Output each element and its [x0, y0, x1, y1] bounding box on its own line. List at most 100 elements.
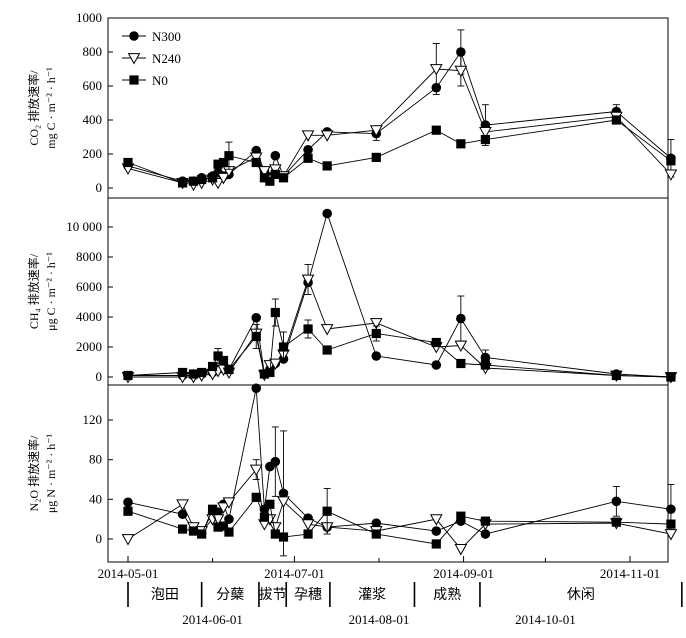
data-point	[188, 526, 199, 536]
data-point	[666, 519, 676, 529]
data-point	[218, 355, 229, 366]
data-point	[177, 524, 188, 534]
data-point	[218, 521, 229, 531]
data-point	[301, 130, 315, 142]
data-point	[251, 492, 261, 502]
data-point	[265, 176, 275, 186]
data-point	[258, 166, 271, 178]
x-tick-label: 2014-10-01	[515, 612, 576, 627]
data-point	[322, 506, 332, 516]
y-axis-label: mg C · m⁻² · h⁻¹	[44, 67, 58, 149]
data-point	[429, 514, 443, 526]
x-tick-label: 2014-11-01	[600, 566, 660, 581]
y-tick-label: 600	[83, 78, 103, 93]
data-point	[265, 499, 275, 509]
series-line	[127, 496, 671, 545]
stage-label: 休闲	[567, 587, 595, 603]
data-point	[456, 139, 466, 149]
legend: N300 N240 N0	[122, 29, 181, 88]
data-point	[480, 134, 491, 145]
data-point	[129, 75, 139, 85]
data-point	[123, 370, 133, 381]
data-point	[213, 522, 223, 532]
y-tick-label: 2000	[76, 339, 102, 354]
data-point	[480, 352, 491, 363]
data-point	[123, 506, 133, 516]
data-point	[303, 529, 313, 539]
legend-label: N240	[152, 51, 181, 66]
panel-frame	[107, 197, 669, 386]
data-point	[429, 64, 443, 76]
data-point	[456, 358, 466, 369]
data-point	[277, 496, 290, 508]
stage-label: 拔节	[259, 587, 287, 603]
y-tick-label: 0	[96, 369, 103, 384]
data-point	[369, 318, 383, 330]
data-point	[197, 529, 207, 539]
y-axis-label: CO₂ 排放速率/	[26, 70, 41, 146]
data-point	[371, 152, 381, 162]
y-tick-label: 0	[96, 531, 103, 546]
series-n240	[121, 264, 678, 384]
data-point	[480, 516, 491, 526]
data-point	[207, 173, 218, 183]
data-point	[322, 208, 332, 219]
data-point	[611, 115, 621, 125]
data-point	[270, 456, 281, 467]
data-point	[121, 534, 135, 546]
data-point	[259, 512, 270, 522]
data-point	[218, 157, 229, 168]
data-point	[177, 178, 188, 188]
data-point	[249, 464, 263, 477]
data-point	[188, 176, 199, 186]
series-n0	[123, 115, 676, 188]
data-point	[251, 383, 262, 394]
y-axis-label: μg N · m⁻² · h⁻¹	[44, 433, 58, 513]
data-point	[278, 173, 289, 183]
data-point	[666, 156, 676, 166]
panel-frame	[107, 384, 669, 563]
data-point	[666, 372, 676, 382]
data-point	[454, 65, 468, 78]
data-point	[664, 529, 678, 541]
data-point	[611, 496, 622, 507]
data-point	[270, 307, 280, 318]
data-point	[259, 369, 270, 379]
series-line	[127, 68, 672, 186]
data-point	[371, 328, 381, 339]
data-point	[371, 518, 382, 528]
data-point	[176, 499, 189, 511]
data-point	[431, 360, 442, 370]
data-point	[371, 351, 382, 361]
data-point	[431, 526, 442, 536]
data-point	[301, 519, 315, 531]
series-n0	[123, 487, 676, 549]
data-point	[188, 369, 199, 379]
data-point	[270, 150, 281, 161]
growth-stage-bar: 泡田 分蘖 拔节 孕穗 灌浆 成熟 休闲	[127, 582, 683, 607]
y-tick-label: 800	[83, 44, 103, 59]
data-point	[278, 342, 289, 352]
data-point	[480, 360, 491, 370]
chart-panel-2: 0 2000 4000 6000 8000 10 000 CH₄ 排放速率/μg C · m…	[26, 197, 678, 386]
series-n300	[123, 29, 676, 186]
x-tick-label: 2014-05-01	[98, 566, 159, 581]
data-point	[278, 488, 289, 499]
data-point	[213, 159, 223, 169]
y-axis-label: N₂O 排放速率/	[26, 435, 41, 512]
data-point	[456, 511, 466, 521]
data-point	[303, 153, 313, 163]
stage-label: 成熟	[433, 587, 461, 603]
series-n240	[121, 43, 678, 192]
series-line	[128, 211, 671, 378]
data-point	[431, 125, 441, 135]
data-point	[268, 522, 282, 534]
x-tick-label: 2014-07-01	[264, 566, 325, 581]
y-axis-label: CH₄ 排放速率/	[26, 253, 41, 329]
y-tick-label: 80	[89, 452, 102, 467]
x-tick-label: 2014-08-01	[349, 612, 410, 627]
data-point	[197, 174, 207, 185]
y-tick-label: 6000	[76, 279, 102, 294]
data-point	[207, 504, 218, 514]
